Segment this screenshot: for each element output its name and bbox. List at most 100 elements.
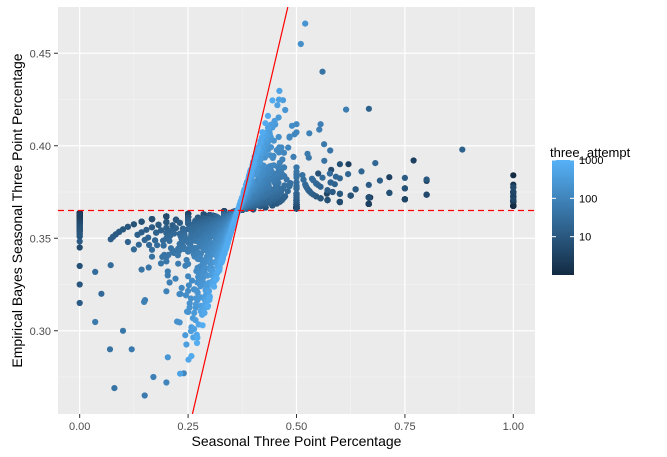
data-point (183, 341, 190, 348)
data-point (111, 385, 118, 392)
data-point (336, 161, 343, 168)
data-point (459, 146, 466, 153)
data-point (166, 237, 173, 244)
data-point (336, 198, 343, 206)
x-tick-label: 0.75 (394, 421, 415, 433)
data-point (175, 260, 182, 267)
data-point (510, 202, 517, 209)
data-point (386, 174, 393, 181)
x-tick-label: 0.25 (177, 421, 198, 433)
data-point (185, 282, 192, 289)
data-point (315, 170, 322, 177)
data-point (138, 218, 145, 225)
data-point (386, 189, 393, 196)
data-point (166, 279, 173, 286)
data-point (262, 120, 269, 127)
data-point (376, 177, 383, 184)
data-point (185, 220, 192, 227)
data-point (219, 255, 226, 262)
data-point (286, 133, 293, 140)
legend-break-label: 1000 (579, 155, 603, 167)
y-tick-label: 0.30 (30, 326, 51, 338)
data-point (106, 346, 114, 353)
data-point (352, 186, 359, 193)
data-point (188, 277, 196, 284)
data-point (76, 244, 83, 251)
data-point (191, 325, 198, 333)
data-point (157, 227, 165, 234)
data-point (206, 297, 213, 304)
data-point (281, 182, 288, 189)
data-point (308, 175, 316, 182)
data-point (163, 379, 170, 386)
data-point (150, 373, 157, 381)
x-tick-label: 1.00 (503, 421, 524, 433)
data-point (211, 283, 218, 290)
data-point (124, 238, 131, 246)
data-point (76, 281, 83, 288)
legend-title: three_attempt (550, 145, 631, 160)
data-point (141, 392, 148, 399)
data-point (92, 268, 99, 275)
y-tick-label: 0.40 (30, 141, 51, 153)
data-point (423, 176, 430, 183)
data-point (401, 196, 408, 203)
reference-lines (58, 7, 535, 414)
data-point (290, 153, 297, 160)
color-legend: three_attempt 10 100 1000 (550, 145, 631, 275)
data-point (124, 223, 131, 230)
data-point (319, 174, 326, 181)
data-point (192, 304, 199, 311)
data-point (172, 275, 179, 282)
data-point (146, 241, 153, 249)
data-point (192, 232, 200, 239)
data-point (510, 188, 517, 196)
data-point (297, 40, 304, 48)
data-point (107, 262, 114, 269)
data-point (148, 224, 156, 231)
data-point (193, 339, 201, 347)
data-point (174, 252, 181, 259)
y-tick-label: 0.45 (30, 48, 51, 60)
data-point (365, 194, 372, 201)
data-point (119, 327, 127, 334)
data-point (345, 161, 352, 168)
data-point (141, 236, 148, 244)
data-point (157, 260, 165, 267)
data-point (177, 290, 184, 297)
data-point (321, 157, 328, 164)
data-point (372, 160, 379, 167)
data-point (107, 236, 114, 243)
data-point (138, 266, 145, 273)
data-point (324, 187, 331, 194)
data-point (291, 131, 298, 138)
data-point (143, 226, 150, 233)
data-point (223, 243, 230, 250)
data-point (172, 225, 180, 232)
y-axis-title: Empirical Bayes Seasonal Three Point Per… (9, 53, 25, 367)
x-axis-ticks: 0.00 0.25 0.50 0.75 1.00 (69, 414, 524, 433)
data-point (177, 370, 184, 377)
data-point (182, 332, 189, 339)
data-point (128, 346, 135, 353)
data-point (401, 185, 408, 192)
data-point (293, 179, 300, 186)
data-point (204, 302, 212, 310)
data-point (358, 168, 365, 175)
data-point (264, 112, 272, 119)
data-point (423, 191, 430, 198)
data-point (326, 170, 333, 177)
data-point (231, 217, 238, 224)
data-point (178, 284, 185, 291)
data-point (274, 102, 281, 109)
y-axis-ticks: 0.30 0.35 0.40 0.45 (30, 48, 58, 338)
data-point (275, 114, 282, 121)
data-point (160, 237, 167, 244)
data-point (343, 106, 350, 113)
data-point (130, 221, 137, 228)
data-point (187, 295, 194, 302)
x-tick-label: 0.00 (69, 421, 90, 433)
data-point (160, 242, 167, 249)
data-point (92, 318, 99, 326)
